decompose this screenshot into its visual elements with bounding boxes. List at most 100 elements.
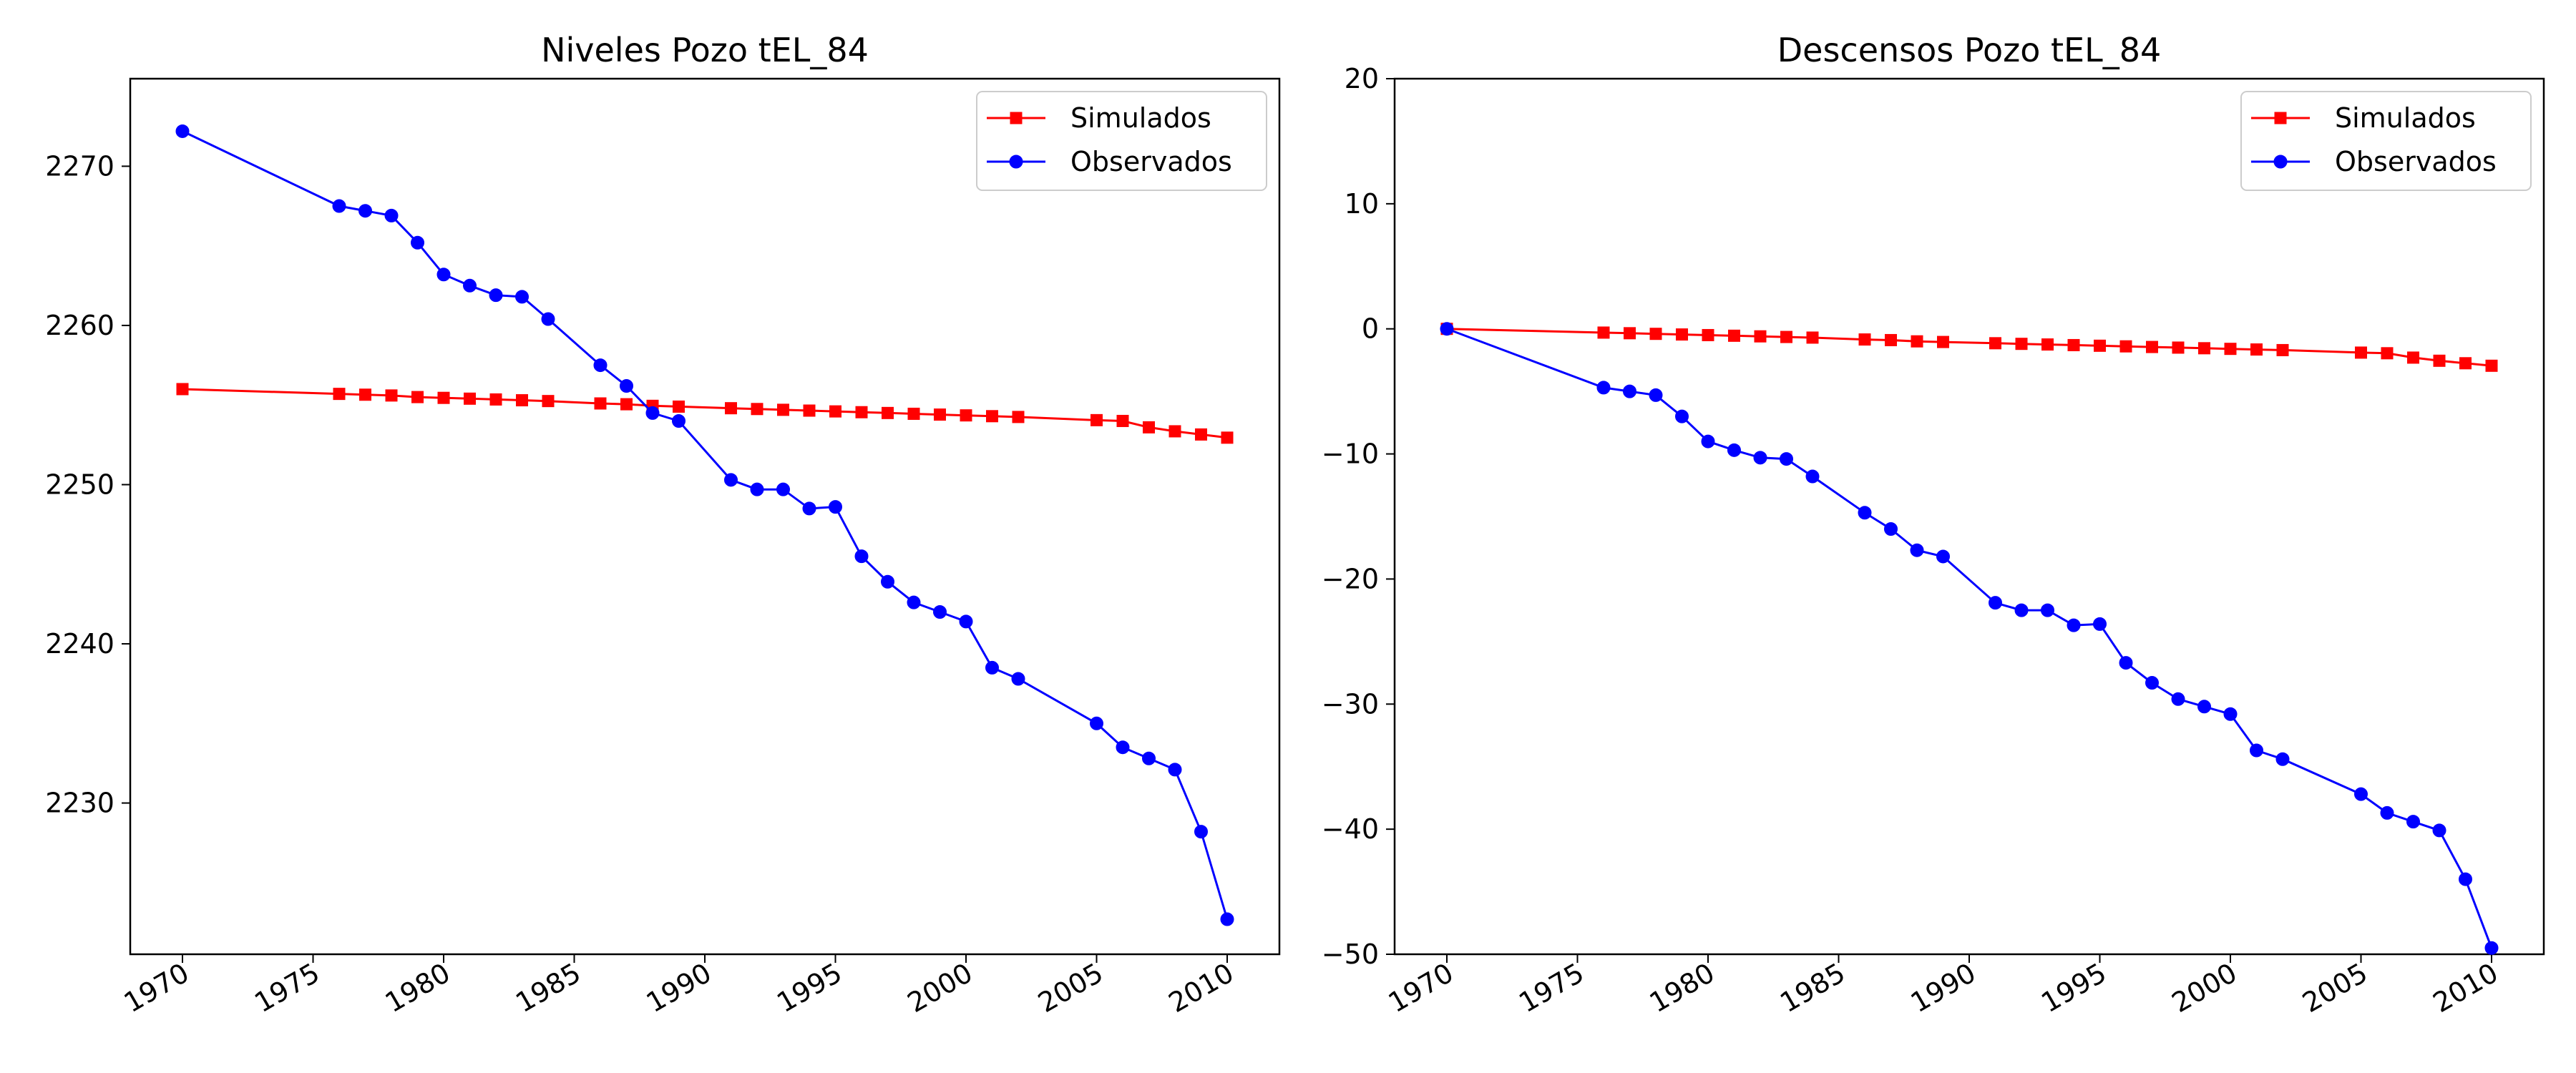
- y-tick-label: 20: [1345, 63, 1379, 94]
- data-point-observados: [1910, 543, 1924, 557]
- y-tick-label: 0: [1362, 313, 1379, 345]
- data-point-observados: [2459, 872, 2472, 886]
- data-point-observados: [2380, 805, 2394, 820]
- data-point-observados: [1805, 469, 1820, 484]
- chart-panel-2: Descensos Pozo tEL_84 −50 −40 −30 −20 −10 0 10 2…: [1322, 31, 2545, 1019]
- y-tick-label: −10: [1322, 438, 1379, 470]
- data-point-observados: [2119, 656, 2133, 670]
- y-tick-label: 10: [1345, 188, 1379, 220]
- legend-box: [976, 91, 1267, 191]
- data-point-observados: [358, 204, 372, 218]
- data-point-observados: [1727, 443, 1741, 457]
- data-point-simulados: [2067, 338, 2080, 351]
- data-point-simulados: [2433, 354, 2446, 367]
- y-tick-label: 2250: [45, 469, 114, 500]
- data-point-observados: [645, 406, 660, 420]
- data-point-simulados: [777, 403, 789, 416]
- x-tick-label: 1990: [1906, 957, 1981, 1019]
- data-point-simulados: [1649, 328, 1662, 340]
- data-point-simulados: [1989, 337, 2001, 350]
- data-point-observados: [724, 473, 738, 487]
- data-point-observados: [1675, 409, 1689, 423]
- chart-title: Niveles Pozo tEL_84: [541, 31, 869, 69]
- data-point-simulados: [2041, 338, 2054, 351]
- data-point-observados: [2145, 676, 2159, 690]
- x-tick-label: 1970: [1383, 957, 1459, 1019]
- data-point-simulados: [1885, 333, 1897, 346]
- data-point-observados: [1623, 384, 1636, 398]
- x-tick-label: 1990: [641, 957, 717, 1019]
- data-point-simulados: [829, 405, 841, 418]
- data-point-simulados: [2485, 359, 2498, 372]
- x-tick-label: 1980: [380, 957, 456, 1019]
- data-point-simulados: [1624, 327, 1636, 340]
- x-tick-label: 1975: [1513, 957, 1589, 1019]
- x-tick-label: 2010: [2428, 957, 2504, 1019]
- data-point-observados: [620, 379, 633, 393]
- data-point-observados: [2171, 692, 2185, 706]
- y-tick-label: 2260: [45, 310, 114, 341]
- data-point-simulados: [882, 406, 894, 419]
- data-point-observados: [1989, 596, 2002, 610]
- data-point-observados: [2354, 787, 2368, 801]
- x-tick-label: 1985: [1775, 957, 1850, 1019]
- data-point-observados: [1168, 763, 1182, 777]
- y-tick-label: 2240: [45, 628, 114, 660]
- data-point-simulados: [2250, 343, 2263, 356]
- data-point-observados: [1116, 740, 1130, 755]
- data-point-observados: [175, 124, 190, 138]
- x-tick-label: 1995: [771, 957, 847, 1019]
- data-point-simulados: [594, 397, 607, 410]
- data-point-observados: [593, 358, 608, 373]
- data-point-simulados: [1116, 414, 1129, 427]
- y-tick-label: −30: [1322, 688, 1379, 720]
- y-tick-label: −40: [1322, 813, 1379, 845]
- data-point-observados: [1090, 716, 1103, 730]
- data-point-simulados: [620, 398, 633, 411]
- data-point-simulados: [542, 395, 555, 408]
- data-point-simulados: [1195, 428, 1207, 441]
- data-point-observados: [436, 268, 451, 282]
- data-point-observados: [2406, 815, 2420, 829]
- x-tick-label: 2005: [1033, 957, 1108, 1019]
- data-point-simulados: [1937, 335, 1949, 348]
- data-point-simulados: [516, 394, 528, 407]
- data-point-simulados: [2381, 347, 2394, 360]
- data-point-simulados: [907, 407, 920, 420]
- legend-label-observados: Observados: [2335, 146, 2497, 177]
- data-point-simulados: [385, 389, 398, 402]
- data-point-observados: [489, 288, 503, 303]
- data-point-simulados: [1143, 421, 1155, 433]
- data-point-simulados: [489, 393, 502, 406]
- data-point-simulados: [464, 392, 476, 405]
- data-point-observados: [776, 482, 790, 496]
- data-point-observados: [829, 500, 842, 514]
- y-tick-label: 2270: [45, 150, 114, 182]
- legend-marker-simulados: [1010, 112, 1023, 124]
- data-point-simulados: [1754, 330, 1767, 343]
- data-point-simulados: [2224, 343, 2237, 356]
- data-point-simulados: [2119, 340, 2132, 353]
- legend-label-observados: Observados: [1070, 146, 1232, 177]
- data-point-observados: [411, 235, 424, 250]
- axes-frame: [129, 77, 1281, 956]
- legend-marker-observados: [1009, 155, 1023, 169]
- data-point-simulados: [1911, 335, 1923, 348]
- data-point-observados: [1701, 434, 1715, 449]
- data-point-observados: [854, 549, 869, 564]
- legend-marker-simulados: [2274, 112, 2287, 124]
- data-point-simulados: [934, 408, 946, 421]
- legend-marker-observados: [2273, 155, 2288, 169]
- data-point-observados: [2093, 617, 2107, 631]
- data-point-observados: [2197, 700, 2211, 714]
- data-point-simulados: [2459, 357, 2472, 370]
- legend-label-simulados: Simulados: [2335, 102, 2476, 134]
- data-point-observados: [907, 595, 921, 609]
- data-point-observados: [672, 413, 686, 428]
- data-point-observados: [2250, 743, 2263, 758]
- data-point-simulados: [1858, 333, 1871, 346]
- data-point-observados: [1194, 825, 1208, 839]
- x-tick-label: 2000: [902, 957, 978, 1019]
- chart-panel-1: Niveles Pozo tEL_84 2230 2240 2250 2260 2270 1…: [45, 31, 1281, 1019]
- data-point-simulados: [803, 404, 816, 417]
